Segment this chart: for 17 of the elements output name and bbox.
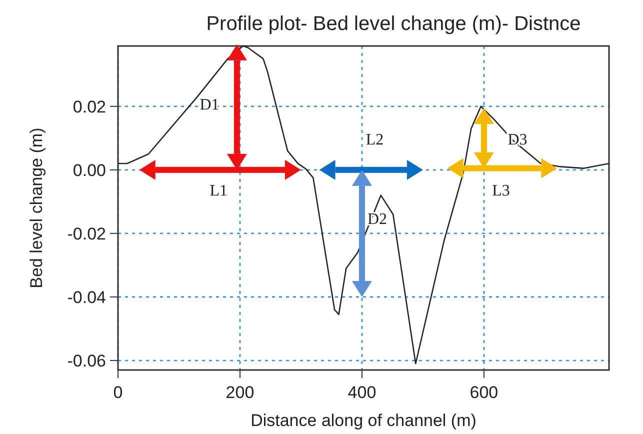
annotation: L3 <box>492 182 510 200</box>
x-tick-label: 400 <box>348 383 376 402</box>
line-series <box>117 45 610 364</box>
x-tick-label: 600 <box>470 383 498 402</box>
x-tick-label: 200 <box>226 383 254 402</box>
y-tick-label: -0.02 <box>67 224 106 244</box>
y-tick-label: 0.00 <box>72 160 106 180</box>
annotation: L2 <box>366 131 384 148</box>
y-tick-label: -0.06 <box>67 351 106 370</box>
annotation: L1 <box>210 182 228 200</box>
chart-title: Profile plot- Bed level change (m)- Distnce <box>206 13 581 35</box>
y-tick-label: 0.02 <box>72 97 106 116</box>
y-axis-title: Bed level change (m) <box>27 128 46 288</box>
annotation: D1 <box>200 96 220 114</box>
y-tick-label: -0.04 <box>67 288 106 307</box>
x-tick-label: 0 <box>113 383 123 402</box>
x-axis-title: Distance along of channel (m) <box>250 411 476 430</box>
